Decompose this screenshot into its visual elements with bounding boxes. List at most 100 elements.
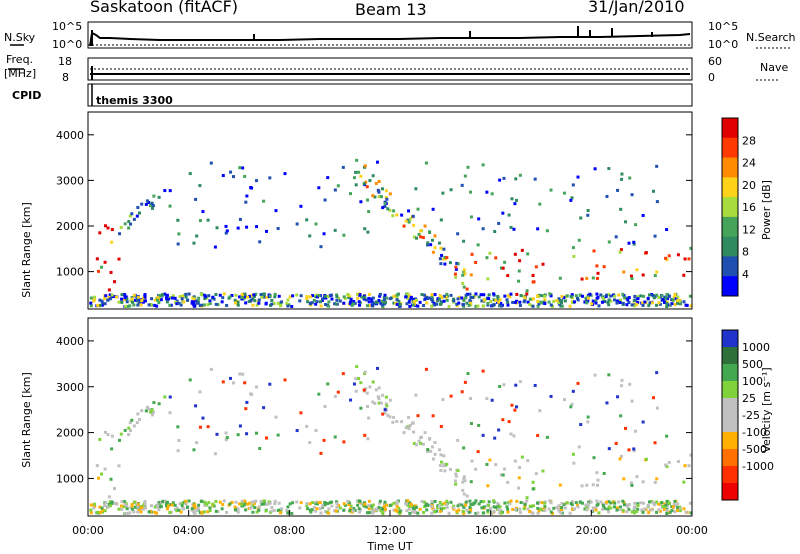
power-cell — [92, 295, 96, 299]
velocity-cell — [671, 505, 675, 509]
velocity-cell — [214, 509, 218, 513]
power-cell — [563, 191, 567, 195]
nsky-tick-top: 10^5 — [52, 20, 82, 33]
power-cell — [651, 294, 655, 298]
velocity-cell — [151, 410, 155, 414]
power-cell — [130, 212, 134, 216]
power-cell — [245, 225, 249, 229]
velocity-cell — [363, 502, 367, 506]
velocity-cell — [422, 511, 426, 515]
velocity-cell — [150, 504, 154, 508]
power-cell — [476, 243, 480, 247]
power-cell — [423, 224, 427, 228]
velocity-cell — [364, 387, 368, 391]
velocity-cell — [481, 433, 485, 437]
velocity-cell — [242, 503, 246, 507]
velocity-cell — [490, 398, 494, 402]
power-cell — [354, 170, 358, 174]
velocity-cell — [100, 472, 104, 476]
power-cell — [435, 302, 439, 306]
power-cell — [569, 198, 573, 202]
power-cell — [315, 295, 319, 299]
velocity-cell — [349, 504, 353, 508]
velocity-cell — [613, 501, 617, 505]
power-cell — [583, 300, 587, 304]
velocity-cell — [180, 504, 184, 508]
velocity-cell — [539, 507, 543, 511]
power-cell — [439, 262, 443, 266]
velocity-cell — [540, 501, 544, 505]
velocity-cell — [395, 509, 399, 513]
power-cell — [619, 248, 623, 252]
velocity-cell — [103, 467, 107, 471]
power-cell — [398, 303, 402, 307]
power-cell — [113, 280, 117, 284]
power-cell — [93, 297, 97, 301]
power-cell — [123, 304, 127, 308]
velocity-cell — [652, 503, 656, 507]
power-cell — [540, 294, 544, 298]
velocity-cell — [129, 506, 133, 510]
power-colorbar-segment — [722, 256, 738, 277]
power-cell — [513, 252, 517, 256]
power-cell — [528, 303, 532, 307]
velocity-cell — [641, 420, 645, 424]
velocity-cell — [585, 508, 589, 512]
power-cell — [466, 165, 470, 169]
nave-tick-top: 60 — [708, 55, 722, 68]
power-cell — [241, 166, 245, 170]
velocity-cell — [299, 411, 303, 415]
power-cell — [322, 232, 326, 236]
power-cell — [243, 294, 247, 298]
power-cell — [506, 303, 510, 307]
velocity-cell — [557, 508, 561, 512]
velocity-cell — [371, 511, 375, 515]
power-cell — [499, 301, 503, 305]
power-cell — [571, 300, 575, 304]
velocity-cell — [98, 437, 102, 441]
power-cell — [534, 265, 538, 269]
power-cell — [245, 194, 249, 198]
velocity-cell — [486, 510, 490, 514]
velocity-cell — [381, 512, 385, 516]
velocity-cell — [447, 511, 451, 515]
power-cell — [353, 301, 357, 305]
power-cell — [569, 295, 573, 299]
power-cell — [150, 202, 154, 206]
power-cell — [101, 301, 105, 305]
velocity-cell — [392, 508, 396, 512]
power-cell — [103, 260, 107, 264]
power-cell — [576, 175, 580, 179]
power-cell — [367, 292, 371, 296]
power-cell — [570, 196, 574, 200]
power-cell — [395, 293, 399, 297]
power-cell — [494, 298, 498, 302]
velocity-cell — [595, 471, 599, 475]
power-cell — [549, 188, 553, 192]
power-cell — [596, 295, 600, 299]
velocity-cell — [537, 509, 541, 513]
velocity-cell — [308, 441, 312, 445]
velocity-cell — [531, 487, 535, 491]
power-cell — [144, 202, 148, 206]
power-cell — [632, 304, 636, 308]
velocity-cell — [619, 454, 623, 458]
velocity-cell — [547, 507, 551, 511]
power-cell — [98, 303, 102, 307]
power-cell — [206, 303, 210, 307]
velocity-cell — [609, 506, 613, 510]
velocity-cell — [507, 420, 511, 424]
velocity-cell — [134, 501, 138, 505]
velocity-cell — [104, 430, 108, 434]
velocity-cell — [408, 501, 412, 505]
velocity-colorbar-label: Velocity [m s⁻¹] — [760, 367, 773, 452]
velocity-cell — [595, 499, 599, 503]
velocity-cell — [657, 508, 661, 512]
power-cell — [624, 296, 628, 300]
velocity-cell — [648, 508, 652, 512]
power-cell — [665, 293, 669, 297]
power-cell — [609, 294, 613, 298]
velocity-cell — [655, 371, 659, 375]
power-cell — [571, 183, 575, 187]
